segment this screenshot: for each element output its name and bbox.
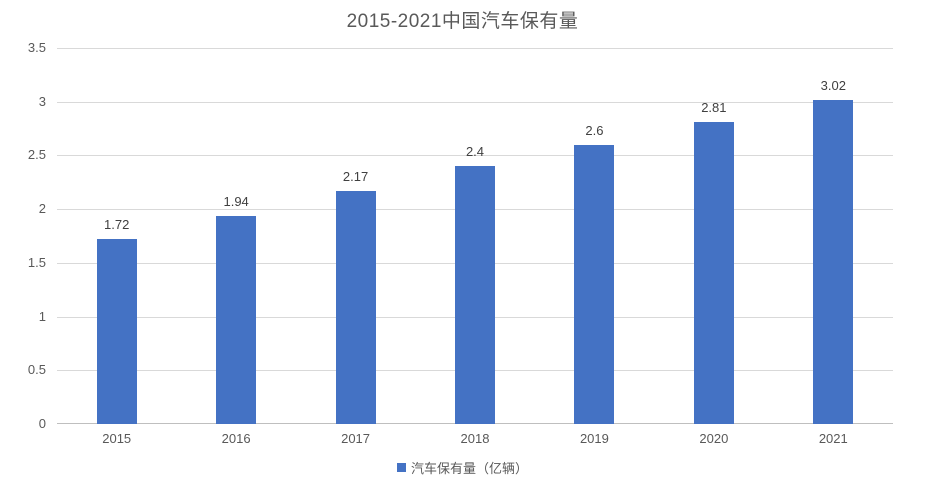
bar-2017: [335, 190, 376, 424]
bar-2019: [574, 144, 615, 424]
bar-2018: [455, 166, 495, 424]
y-tick-label: 0.5: [27, 362, 46, 378]
legend-swatch-icon: [396, 462, 406, 472]
y-tick-label: 3.5: [27, 40, 46, 55]
chart-title: 2015-2021中国汽车保有量: [346, 11, 579, 32]
y-tick-label: 1.5: [27, 254, 46, 270]
bar-value-label: 3.02: [820, 77, 846, 93]
x-tick-label: 2019: [579, 431, 609, 446]
x-tick-label: 2021: [818, 431, 848, 446]
bar-value-label: 1.72: [104, 217, 130, 233]
x-tick-label: 2020: [699, 431, 729, 446]
bar-value-label: 2.6: [585, 122, 604, 138]
legend-label: 汽车保有量（亿辆）: [410, 460, 528, 476]
bar-value-label: 2.81: [701, 100, 727, 116]
plot-area: 1.72 1.94 2.17 2.4 2.6 2.81 3.02: [57, 48, 893, 424]
legend: 汽车保有量（亿辆）: [0, 457, 925, 477]
y-tick-label: 0: [38, 416, 46, 431]
bar-value-label: 1.94: [223, 193, 249, 209]
gridline: [57, 155, 893, 157]
gridline: [57, 101, 893, 103]
x-tick-label: 2015: [102, 431, 132, 446]
gridline: [57, 48, 893, 49]
x-tick-label: 2018: [460, 431, 490, 446]
bar-value-label: 2.4: [465, 144, 485, 160]
bar-2021: [813, 99, 854, 424]
x-tick-label: 2016: [221, 431, 251, 446]
x-tick-label: 2017: [341, 431, 371, 446]
bar-2020: [693, 122, 734, 424]
y-tick-label: 1: [38, 308, 46, 324]
y-tick-label: 2.5: [27, 147, 46, 163]
bar-2016: [216, 215, 257, 424]
y-tick-label: 3: [38, 93, 46, 109]
bar-2015: [96, 239, 137, 424]
bar-value-label: 2.17: [342, 168, 369, 184]
y-tick-label: 2: [38, 201, 46, 217]
